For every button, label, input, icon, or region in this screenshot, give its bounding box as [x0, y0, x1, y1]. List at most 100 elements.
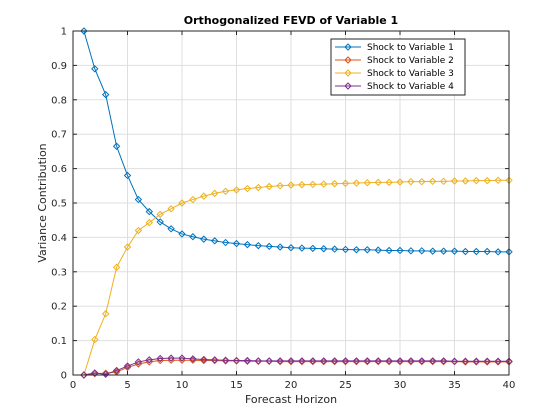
- legend-marker: [344, 82, 352, 90]
- data-point-marker: [210, 237, 219, 245]
- data-point-marker: [428, 177, 437, 186]
- series-line-2: [83, 359, 509, 376]
- data-point-marker: [374, 178, 382, 187]
- data-point-marker: [145, 207, 154, 216]
- data-point-marker: [439, 357, 448, 365]
- x-tick-label: 35: [448, 380, 461, 391]
- data-point-marker: [112, 263, 121, 272]
- legend-label: Shock to Variable 2: [367, 56, 454, 66]
- y-tick-label: 0.2: [51, 302, 67, 313]
- x-tick-label: 40: [503, 380, 516, 391]
- data-point-marker: [200, 355, 208, 364]
- x-tick-label: 5: [124, 380, 130, 391]
- data-point-marker: [254, 241, 263, 250]
- data-point-marker: [221, 187, 230, 196]
- data-point-marker: [189, 195, 197, 204]
- data-point-marker: [221, 238, 230, 247]
- data-point-marker: [189, 355, 197, 363]
- data-point-marker: [461, 247, 470, 256]
- data-point-marker: [243, 356, 252, 365]
- data-point-marker: [407, 247, 415, 255]
- data-point-marker: [319, 180, 328, 188]
- legend-marker: [344, 56, 352, 64]
- x-tick-label: 25: [339, 380, 352, 391]
- data-point-marker: [156, 210, 164, 219]
- legend-box: [330, 38, 466, 96]
- data-point-marker: [91, 369, 99, 377]
- y-tick-label: 0.6: [51, 164, 67, 175]
- data-point-marker: [101, 370, 110, 379]
- data-point-marker: [112, 366, 121, 375]
- data-point-marker: [428, 357, 437, 365]
- data-point-marker: [276, 357, 284, 365]
- data-point-marker: [156, 354, 164, 363]
- data-point-marker: [428, 247, 437, 255]
- data-point-marker: [134, 226, 143, 235]
- data-point-marker: [461, 177, 470, 185]
- data-point-marker: [265, 242, 273, 251]
- data-point-marker: [101, 90, 110, 99]
- data-point-marker: [341, 179, 350, 188]
- legend-label: Shock to Variable 3: [367, 69, 454, 79]
- data-point-marker: [461, 357, 470, 365]
- y-tick-label: 1: [61, 27, 67, 38]
- data-point-marker: [418, 357, 426, 365]
- data-point-marker: [232, 239, 241, 248]
- data-point-marker: [472, 176, 481, 185]
- data-point-marker: [91, 65, 99, 73]
- data-point-marker: [374, 357, 382, 365]
- data-point-marker: [494, 357, 502, 365]
- data-point-marker: [483, 247, 491, 256]
- y-tick-label: 0.4: [51, 233, 67, 244]
- data-point-marker: [352, 357, 361, 365]
- data-point-marker: [309, 180, 317, 189]
- legend-item: Shock to Variable 3: [335, 69, 454, 79]
- data-point-marker: [341, 245, 350, 254]
- legend-marker: [344, 69, 352, 77]
- legend-marker: [344, 43, 352, 51]
- y-tick-label: 0.9: [51, 61, 67, 72]
- series-group-4: [80, 354, 513, 379]
- series-group-1: [80, 27, 513, 256]
- data-point-marker: [287, 244, 295, 252]
- x-tick-label: 0: [70, 380, 76, 391]
- data-point-marker: [123, 362, 132, 370]
- data-point-marker: [472, 247, 481, 256]
- x-axis-label: Forecast Horizon: [245, 393, 337, 406]
- data-point-marker: [232, 356, 241, 365]
- data-point-marker: [178, 230, 186, 238]
- data-point-marker: [276, 243, 284, 251]
- data-point-marker: [200, 192, 208, 200]
- y-axis-label: Variance Contribution: [36, 143, 49, 262]
- data-point-marker: [439, 177, 448, 186]
- data-point-marker: [254, 357, 263, 365]
- data-point-marker: [439, 247, 448, 255]
- data-point-marker: [287, 181, 295, 189]
- data-point-marker: [265, 357, 273, 365]
- data-point-marker: [483, 176, 491, 185]
- data-point-marker: [80, 371, 88, 379]
- data-point-marker: [319, 357, 328, 365]
- data-point-marker: [472, 357, 481, 365]
- data-point-marker: [210, 189, 219, 198]
- data-point-marker: [385, 178, 393, 187]
- data-point-marker: [374, 246, 382, 254]
- data-point-marker: [330, 357, 339, 365]
- data-point-marker: [396, 357, 404, 365]
- axis-ticks: 0 5 10 15 20 25 30 35 40 0 0.1 0.2 0.3 0.4 0.5 0.6 0.7 0.…: [51, 27, 515, 392]
- data-point-marker: [298, 181, 306, 189]
- x-tick-label: 20: [285, 380, 298, 391]
- data-point-marker: [145, 356, 154, 364]
- data-point-marker: [309, 244, 317, 253]
- data-point-marker: [450, 357, 459, 365]
- legend-item: Shock to Variable 4: [335, 82, 454, 92]
- data-point-marker: [385, 357, 393, 365]
- data-point-marker: [221, 356, 230, 364]
- data-point-marker: [265, 182, 273, 191]
- data-point-marker: [167, 354, 175, 362]
- data-point-marker: [243, 240, 252, 249]
- data-point-marker: [319, 245, 328, 253]
- data-point-marker: [298, 357, 306, 365]
- data-point-marker: [167, 225, 175, 233]
- legend-item: Shock to Variable 1: [335, 43, 454, 53]
